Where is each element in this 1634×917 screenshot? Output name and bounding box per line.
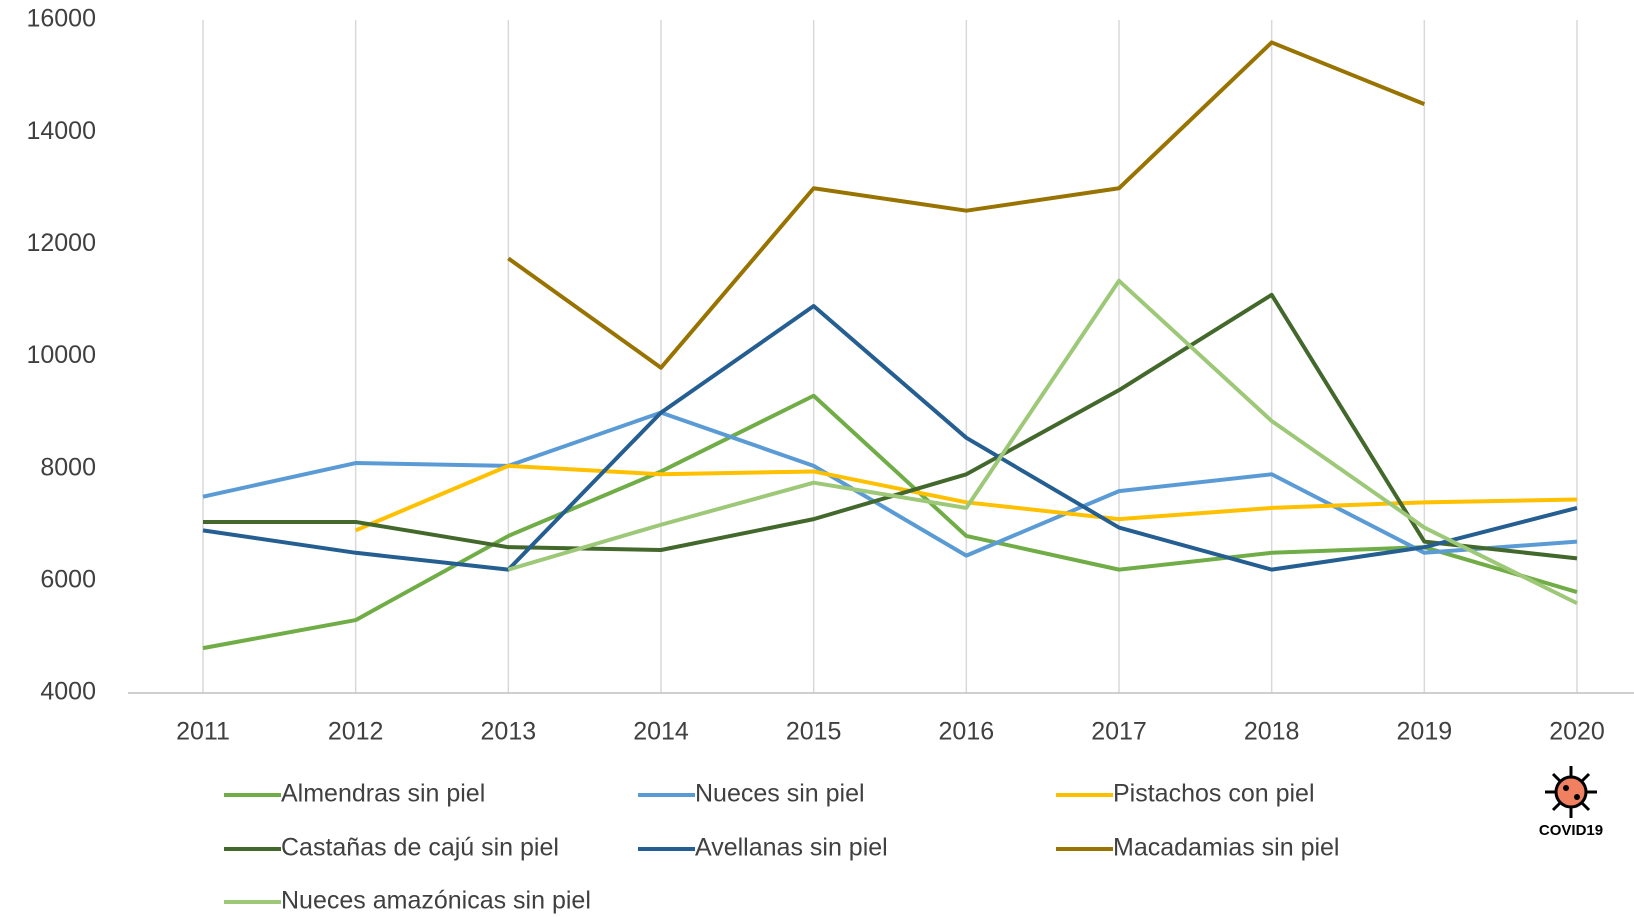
series-line — [507, 278, 1578, 606]
legend-label: Nueces amazónicas sin piel — [281, 887, 591, 915]
y-tick-label: 12000 — [26, 229, 96, 257]
x-tick-label: 2015 — [786, 718, 842, 746]
x-tick-label: 2012 — [328, 718, 384, 746]
series-line — [202, 410, 1578, 558]
x-tick-label: 2016 — [939, 718, 995, 746]
x-tick-label: 2019 — [1397, 718, 1453, 746]
covid-icon — [1545, 766, 1597, 818]
x-tick-label: 2013 — [481, 718, 537, 746]
y-tick-label: 6000 — [40, 565, 96, 593]
legend-label: Nueces sin piel — [695, 780, 865, 808]
legend-label: Almendras sin piel — [281, 780, 485, 808]
legend-label: Pistachos con piel — [1113, 780, 1315, 808]
legend-label: Avellanas sin piel — [695, 834, 888, 862]
y-tick-label: 10000 — [26, 341, 96, 369]
series-line — [507, 40, 1426, 370]
legend-label: Castañas de cajú sin piel — [281, 834, 559, 862]
y-tick-label: 16000 — [26, 5, 96, 33]
y-tick-label: 14000 — [26, 117, 96, 145]
annotation: COVID19 — [1539, 822, 1603, 839]
legend-label: Macadamias sin piel — [1113, 834, 1340, 862]
series-line — [202, 393, 1578, 651]
x-tick-label: 2020 — [1549, 718, 1605, 746]
x-tick-label: 2017 — [1091, 718, 1147, 746]
x-tick-label: 2011 — [176, 718, 230, 746]
series-line — [354, 463, 1578, 533]
x-tick-label: 2014 — [633, 718, 689, 746]
x-tick-label: 2018 — [1244, 718, 1300, 746]
y-tick-label: 4000 — [40, 678, 96, 706]
y-tick-label: 8000 — [40, 453, 96, 481]
series-line — [203, 292, 1578, 561]
series-line — [202, 304, 1578, 572]
